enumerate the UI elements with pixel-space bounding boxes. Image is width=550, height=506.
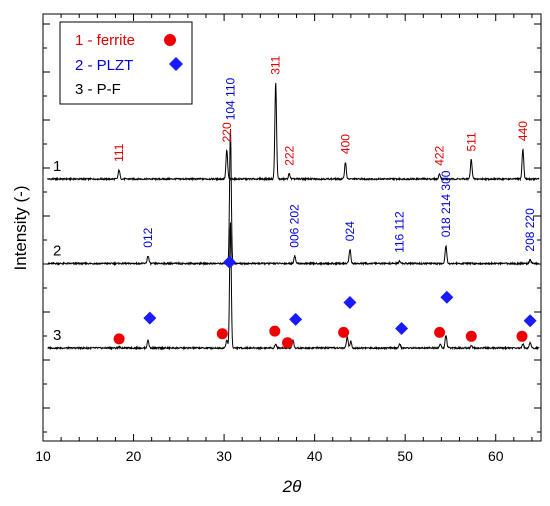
curve-1 (47, 82, 540, 182)
plzt-marker (440, 290, 454, 304)
legend-entry-plzt: 2 - PLZT (75, 57, 133, 74)
ferrite-marker (113, 333, 125, 345)
ferrite-marker (338, 326, 350, 338)
ferrite-marker (465, 330, 477, 342)
curve-number: 2 (53, 243, 61, 260)
legend-plzt-marker (169, 57, 183, 71)
peak-label: 220 (220, 122, 234, 142)
curve-numbers: 1 2 3 (53, 158, 61, 344)
plzt-marker (223, 255, 237, 269)
peak-label: 222 (282, 145, 296, 165)
ferrite-marker (269, 325, 281, 337)
ferrite-marker (216, 328, 228, 340)
curve-number: 3 (53, 327, 61, 344)
curve-2 (47, 128, 540, 267)
x-tick-label: 60 (488, 448, 504, 464)
peak-label: 111 (112, 143, 126, 162)
plzt-marker (343, 296, 357, 309)
peak-label: 116 112 (393, 211, 407, 253)
peak-label: 006 202 (288, 204, 302, 248)
y-axis-title: Intensity (-) (11, 185, 30, 270)
plzt-marker (289, 312, 303, 326)
peak-label: 440 (516, 121, 530, 141)
legend-entry-ferrite: 1 - ferrite (75, 32, 135, 49)
plzt-marker (523, 314, 537, 328)
ferrite-marker (516, 330, 528, 342)
peak-label: 511 (464, 132, 478, 151)
x-tick-label: 10 (35, 448, 51, 464)
peak-label: 104 110 (223, 77, 237, 120)
legend: 1 - ferrite 2 - PLZT 3 - P-F (59, 21, 193, 105)
peak-label: 311 (269, 55, 283, 74)
ferrite-marker (282, 337, 293, 349)
phase-markers (113, 255, 537, 349)
x-tick-label: 40 (307, 448, 323, 464)
x-tick-label: 30 (216, 448, 232, 464)
curve-3 (47, 222, 540, 351)
plzt-marker (143, 311, 157, 325)
peak-labels: 111 220 311 222 400 422 511 440 012 104 110 006 20… (112, 55, 537, 253)
peak-label: 018 214 300 (439, 170, 453, 237)
y-axis-ticks (43, 23, 541, 433)
plzt-marker (395, 322, 409, 335)
legend-entry-pf: 3 - P-F (75, 81, 121, 98)
legend-ferrite-marker (164, 34, 176, 46)
x-axis-title: 2θ (282, 477, 302, 496)
ferrite-marker (434, 326, 446, 338)
curve-number: 1 (53, 158, 61, 175)
peak-label: 400 (338, 134, 352, 154)
x-tick-label: 20 (126, 448, 142, 464)
diffraction-curves (47, 82, 540, 351)
peak-label: 208 220 (523, 208, 537, 252)
x-axis-ticks: 10 20 30 40 50 60 (35, 14, 533, 464)
x-tick-label: 50 (397, 448, 413, 464)
peak-label: 422 (433, 145, 447, 165)
peak-label: 012 (141, 227, 155, 247)
peak-label: 024 (343, 221, 357, 241)
